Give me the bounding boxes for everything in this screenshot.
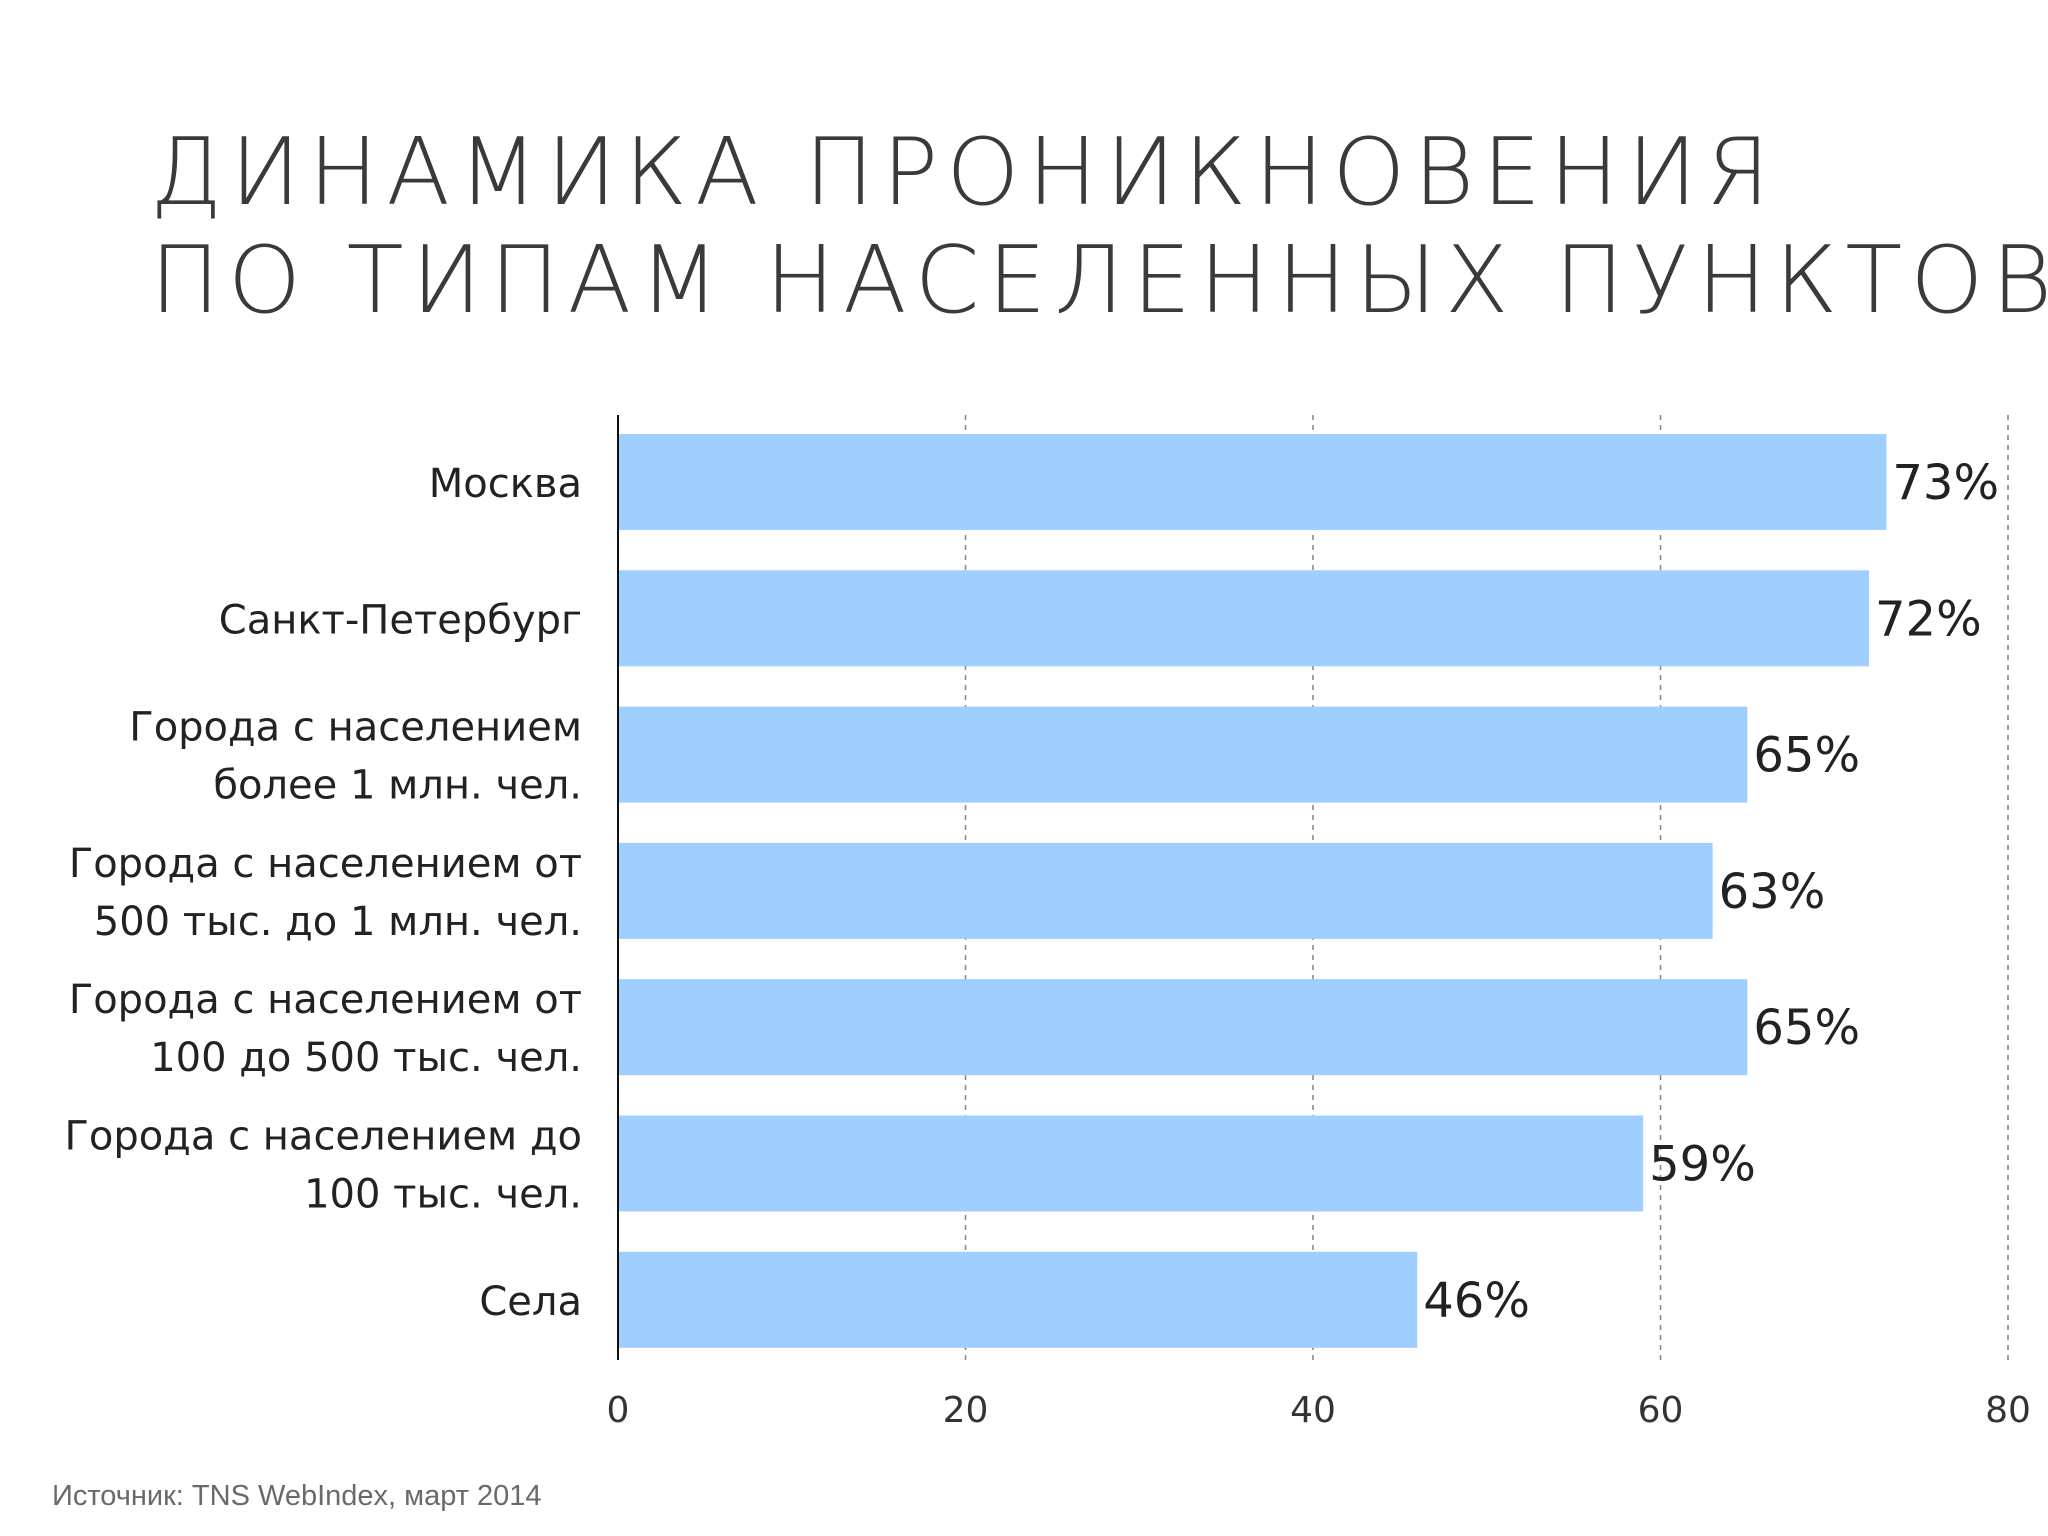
value-label-2: 65%	[1753, 728, 1860, 784]
x-tick-label-3: 60	[1638, 1390, 1684, 1431]
x-tick-label-2: 40	[1290, 1390, 1336, 1431]
x-tick-label-1: 20	[943, 1390, 989, 1431]
value-label-0: 73%	[1892, 455, 1999, 511]
value-label-5: 59%	[1649, 1137, 1756, 1193]
category-label-0: Москва	[429, 461, 582, 507]
chart-title: ДИНАМИКА ПРОНИКНОВЕНИЯ ПО ТИПАМ НАСЕЛЕНН…	[150, 118, 2048, 334]
category-label-2-line-1: более 1 млн. чел.	[213, 763, 582, 809]
category-label-5-line-1: 100 тыс. чел.	[304, 1172, 582, 1218]
value-label-1: 72%	[1875, 591, 1982, 647]
source-note: Источник: TNS WebIndex, март 2014	[52, 1480, 542, 1512]
bar-2	[618, 706, 1748, 803]
bar-0	[618, 434, 1887, 530]
bar-6	[618, 1251, 1418, 1348]
x-tick-label-4: 80	[1985, 1390, 2031, 1431]
x-tick-label-0: 0	[607, 1390, 630, 1431]
category-label-4-line-1: 100 до 500 тыс. чел.	[150, 1035, 582, 1081]
category-label-1: Санкт-Петербург	[219, 597, 582, 643]
bar-4	[618, 979, 1748, 1076]
bar-5	[618, 1115, 1644, 1212]
chart-title-line-1: ДИНАМИКА ПРОНИКНОВЕНИЯ	[150, 118, 1778, 226]
category-label-6: Села	[479, 1279, 582, 1325]
category-label-2-line-0: Города с населением	[129, 705, 582, 751]
value-label-4: 65%	[1753, 1000, 1860, 1056]
value-label-6: 46%	[1423, 1273, 1530, 1329]
chart-title-line-2: ПО ТИПАМ НАСЕЛЕННЫХ ПУНКТОВ	[150, 226, 2048, 334]
bar-1	[618, 570, 1869, 667]
bar-3	[618, 842, 1713, 939]
category-label-3-line-0: Города с населением от	[69, 841, 582, 887]
category-label-4-line-0: Города с населением от	[69, 977, 582, 1023]
value-label-3: 63%	[1719, 864, 1826, 920]
category-label-3-line-1: 500 тыс. до 1 млн. чел.	[94, 899, 582, 945]
category-label-5-line-0: Города с населением до	[64, 1114, 582, 1160]
